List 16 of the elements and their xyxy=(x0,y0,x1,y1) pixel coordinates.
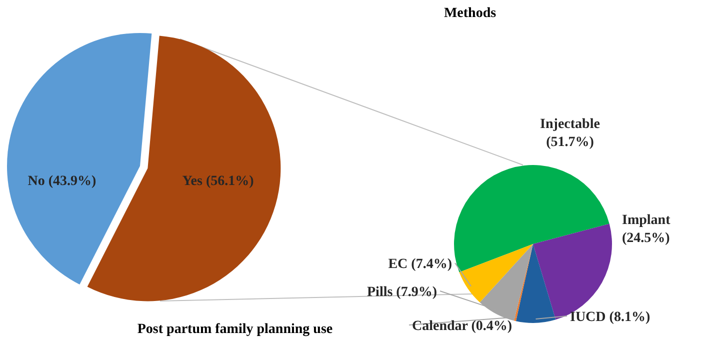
slice-label: Pills (7.9%) xyxy=(367,285,438,300)
slice-label: Injectable xyxy=(540,117,600,132)
pie-slice xyxy=(454,165,610,272)
pie-slice xyxy=(459,244,533,302)
data-label: (24.5%) xyxy=(622,231,670,246)
pie-slice xyxy=(514,244,533,322)
slice-label: Yes (56.1%) xyxy=(182,174,254,189)
slice-label: IUCD (8.1%) xyxy=(570,310,650,325)
data-label: (51.7%) xyxy=(546,135,594,150)
slice-label: Implant xyxy=(622,213,671,228)
slice-label: EC (7.4%) xyxy=(388,257,452,272)
slice-label: No (43.9%) xyxy=(28,174,97,189)
slice-label: Calendar (0.4%) xyxy=(412,319,512,334)
chart-title: Methods xyxy=(444,6,497,21)
text: Post partum family planning use xyxy=(137,322,333,337)
pie-slice xyxy=(516,244,556,323)
